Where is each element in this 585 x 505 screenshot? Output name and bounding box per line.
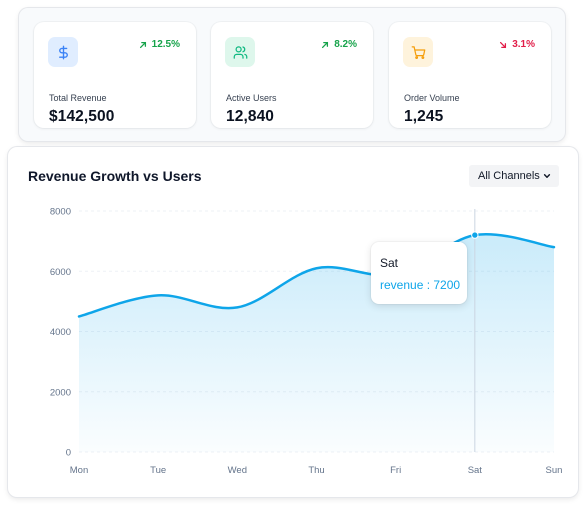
stats-panel: 12.5% Total Revenue $142,500 8.2% Active…	[19, 8, 565, 141]
channel-select[interactable]: All Channels	[469, 165, 559, 187]
arrow-up-right-icon	[139, 41, 146, 48]
x-tick-label: Thu	[308, 465, 324, 476]
stat-change-badge: 12.5%	[139, 39, 180, 50]
active-data-point	[471, 231, 479, 239]
x-tick-label: Sat	[468, 465, 483, 476]
stat-change-badge: 3.1%	[499, 39, 535, 50]
channel-select-value: All Channels	[478, 170, 540, 182]
stat-icon-box	[403, 37, 433, 67]
x-tick-label: Sun	[546, 465, 563, 476]
y-tick-label: 4000	[50, 327, 71, 338]
stat-label: Total Revenue	[49, 93, 107, 103]
stat-label: Order Volume	[404, 93, 460, 103]
tooltip-value: revenue : 7200	[380, 278, 461, 292]
x-tick-label: Tue	[150, 465, 166, 476]
y-tick-label: 0	[66, 448, 71, 459]
chart-tooltip: Sat revenue : 7200	[371, 242, 467, 304]
y-tick-label: 6000	[50, 267, 71, 278]
stat-card-total-revenue[interactable]: 12.5% Total Revenue $142,500	[34, 22, 196, 128]
stat-icon-box	[48, 37, 78, 67]
cart-icon	[411, 45, 425, 59]
stat-value: 1,245	[404, 108, 444, 125]
arrow-up-right-icon	[322, 41, 329, 48]
stat-label: Active Users	[226, 93, 277, 103]
stat-value: 12,840	[226, 108, 275, 125]
y-tick-label: 2000	[50, 387, 71, 398]
y-tick-label: 8000	[50, 207, 71, 218]
stat-change-badge: 8.2%	[321, 39, 357, 50]
revenue-chart[interactable]: 0 2000 4000 6000 8000 Mon Tue Wed Thu Fri Sat Sun	[8, 147, 578, 497]
users-icon	[233, 45, 247, 59]
chart-card: Revenue Growth vs Users All Channels 0 20…	[8, 147, 578, 497]
arrow-down-right-icon	[500, 41, 507, 48]
chevron-down-icon	[543, 174, 551, 178]
chart-title: Revenue Growth vs Users	[28, 168, 202, 184]
x-tick-label: Mon	[70, 465, 88, 476]
stat-icon-box	[225, 37, 255, 67]
revenue-area	[79, 234, 554, 452]
stat-card-active-users[interactable]: 8.2% Active Users 12,840	[211, 22, 373, 128]
x-tick-label: Wed	[228, 465, 247, 476]
stat-card-order-volume[interactable]: 3.1% Order Volume 1,245	[389, 22, 551, 128]
stat-change-value: 3.1%	[512, 39, 535, 50]
stat-value: $142,500	[49, 108, 115, 125]
stat-change-value: 12.5%	[151, 39, 180, 50]
stat-change-value: 8.2%	[334, 39, 357, 50]
dollar-icon	[58, 45, 68, 59]
tooltip-category: Sat	[380, 256, 399, 270]
x-tick-label: Fri	[390, 465, 401, 476]
